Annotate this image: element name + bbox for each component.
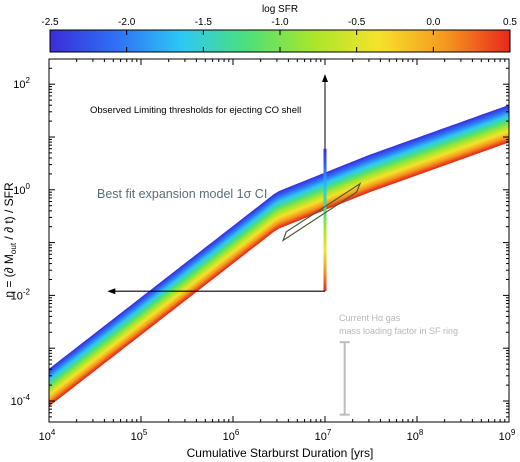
threshold-left-arrow [107, 288, 116, 295]
x-tick-label: 106 [223, 428, 240, 443]
band-strip [49, 139, 509, 406]
annotation-text: Observed Limiting thresholds for ejectin… [90, 105, 301, 116]
y-tick-label: 10-4 [11, 393, 31, 408]
halpha-range-bar [339, 341, 350, 416]
band-strip [49, 138, 509, 404]
colorbar-ticks [49, 30, 511, 52]
colorbar: log SFR -2.5 -2.0 -1.5 -1.0 -0.5 0.0 0.5 [41, 4, 517, 53]
x-tick-label: 105 [131, 428, 148, 443]
x-tick-label: 104 [39, 428, 56, 443]
annotation-text: mass loading factor in SF ring [339, 326, 458, 336]
annotations: Observed Limiting thresholds for ejectin… [90, 105, 458, 336]
band-strip [49, 128, 509, 395]
x-tick-label: 109 [499, 428, 516, 443]
colorbar-tick-label: -1.5 [195, 17, 213, 28]
model-band [49, 104, 509, 407]
annotation-text: Best fit expansion model 1σ CI [97, 187, 267, 201]
band-strip [49, 127, 509, 394]
band-strip [49, 139, 509, 405]
best-fit-box [281, 182, 362, 242]
band-strip [49, 130, 509, 397]
colorbar-tick-label: -1.0 [271, 17, 289, 28]
colorbar-tick-label: 0.5 [503, 17, 517, 28]
x-axis-label: Cumulative Starburst Duration [yrs] [187, 446, 374, 460]
band-strip [49, 135, 509, 401]
threshold-up-arrow [322, 74, 328, 83]
colorbar-tick-label: -2.0 [118, 17, 136, 28]
colorbar-tick-labels: -2.5 -2.0 -1.5 -1.0 -0.5 0.0 0.5 [41, 17, 517, 28]
colorbar-tick-label: -2.5 [41, 17, 59, 28]
band-strip [49, 140, 509, 407]
band-strip [49, 137, 509, 403]
threshold-lines [107, 74, 328, 295]
band-strip [49, 131, 509, 398]
colorbar-tick-label: 0.0 [426, 17, 440, 28]
band-strip [49, 132, 509, 399]
y-tick-label: 102 [13, 76, 30, 91]
band-strip [49, 129, 509, 396]
plot-frame [48, 58, 510, 423]
svg-text:η = (∂ Mout / ∂ t) / SFR: η = (∂ Mout / ∂ t) / SFR [2, 182, 18, 298]
y-axis-label: η = (∂ Mout / ∂ t) / SFR [2, 182, 18, 298]
band-strip [49, 136, 509, 402]
annotation-text: Current Hα gas [339, 313, 401, 323]
band-strip [49, 134, 509, 401]
x-axis-ticks: 104 105 106 107 108 109 [39, 59, 516, 443]
colorbar-label: log SFR [262, 4, 298, 15]
x-tick-label: 107 [315, 428, 332, 443]
band-strip [49, 133, 509, 400]
threshold-vertical-colored [323, 148, 327, 292]
colorbar-tick-label: -0.5 [348, 17, 366, 28]
x-tick-label: 108 [407, 428, 424, 443]
